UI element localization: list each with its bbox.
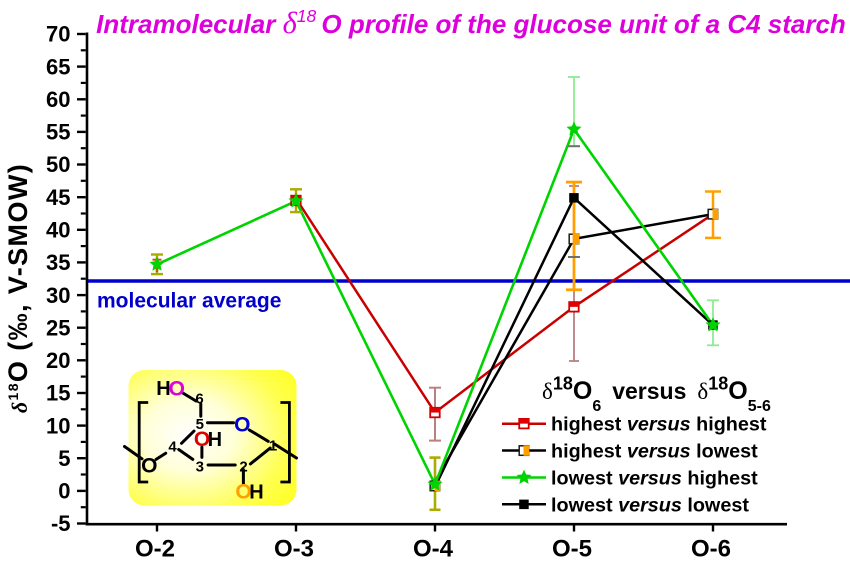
svg-text:6: 6 [195, 391, 203, 408]
svg-text:-5: -5 [51, 511, 71, 536]
svg-text:O: O [169, 377, 185, 400]
svg-text:O: O [234, 414, 250, 437]
svg-text:O: O [141, 455, 157, 478]
svg-text:δ18O (‰, V-SMOW): δ18O (‰, V-SMOW) [3, 163, 33, 413]
svg-text:H: H [249, 481, 263, 503]
svg-text:55: 55 [46, 120, 70, 145]
svg-text:lowest versus lowest: lowest versus lowest [551, 494, 749, 516]
svg-text:20: 20 [46, 348, 70, 373]
svg-text:35: 35 [46, 250, 70, 275]
svg-text:2: 2 [239, 459, 247, 476]
svg-text:10: 10 [46, 413, 70, 438]
svg-text:45: 45 [46, 185, 70, 210]
svg-text:5: 5 [196, 416, 204, 433]
svg-text:65: 65 [46, 54, 70, 79]
svg-text:O-4: O-4 [413, 536, 454, 563]
svg-text:H: H [156, 378, 170, 400]
svg-text:δ18O6 versus δ18O5-6: δ18O6 versus δ18O5-6 [542, 373, 771, 415]
svg-text:O-2: O-2 [135, 536, 175, 563]
svg-text:1: 1 [269, 438, 277, 455]
svg-text:5: 5 [58, 446, 70, 471]
svg-text:30: 30 [46, 283, 70, 308]
svg-text:3: 3 [196, 459, 204, 476]
svg-text:60: 60 [46, 87, 70, 112]
svg-text:15: 15 [46, 381, 70, 406]
svg-text:lowest versus highest: lowest versus highest [551, 468, 758, 490]
svg-text:O: O [194, 428, 210, 451]
svg-text:O-5: O-5 [552, 536, 592, 563]
svg-text:highest versus highest: highest versus highest [551, 414, 767, 436]
svg-text:O-3: O-3 [274, 536, 314, 563]
svg-text:O-6: O-6 [691, 536, 731, 563]
svg-text:4: 4 [168, 439, 177, 456]
svg-text:H: H [208, 429, 222, 451]
svg-text:50: 50 [46, 152, 70, 177]
svg-text:Intramolecular δ18 O profile o: Intramolecular δ18 O profile of the gluc… [96, 6, 846, 40]
svg-text:O: O [235, 480, 251, 503]
svg-text:highest versus lowest: highest versus lowest [551, 441, 758, 463]
svg-text:40: 40 [46, 218, 70, 243]
svg-text:25: 25 [46, 315, 70, 340]
svg-text:0: 0 [58, 479, 70, 504]
svg-text:molecular average: molecular average [97, 290, 281, 313]
svg-text:70: 70 [46, 22, 70, 47]
